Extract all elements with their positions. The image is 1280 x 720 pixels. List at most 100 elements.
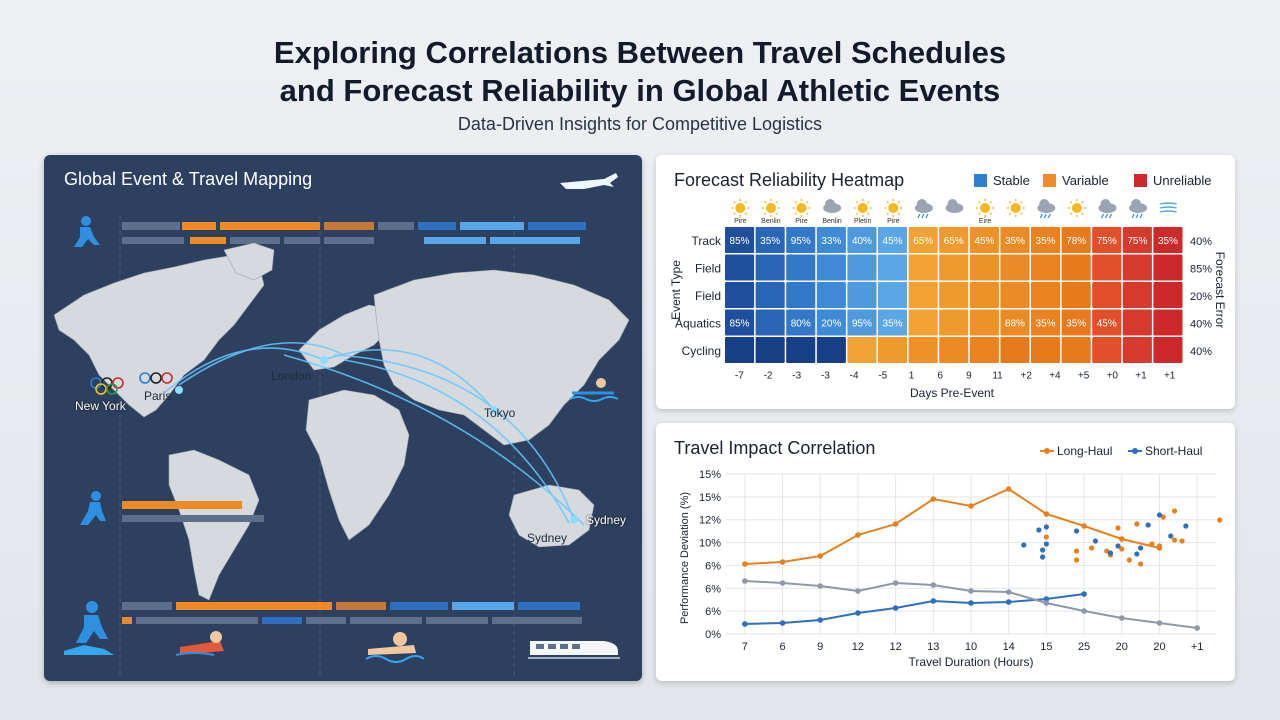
heatmap-x-tick: -4 [850, 371, 859, 382]
heatmap-cell [1061, 227, 1091, 253]
north-america [53, 254, 265, 418]
heatmap-cell [1122, 254, 1152, 281]
sun-disc [1071, 203, 1082, 213]
heatmap-cell-label: 45% [883, 236, 903, 247]
heatmap-card: 85% 35% 95% 33% 40% 45% 65% 65% 45% 35% 35% 78% 75% 7… [656, 155, 1235, 409]
heatmap-cell [847, 309, 877, 336]
heatmap-cell [786, 254, 816, 281]
scatter-point-short-haul [1183, 523, 1189, 529]
swimmer-icon [365, 632, 425, 663]
rain-drop [925, 213, 929, 219]
heatmap-cell [1092, 337, 1122, 363]
legend-label-stable: Stable [993, 173, 1030, 188]
series-point-baseline [817, 583, 824, 589]
rain-drop [1047, 213, 1051, 219]
sun-ray [989, 212, 992, 215]
series-point-baseline [1005, 589, 1012, 595]
scatter-point-short-haul [1092, 538, 1098, 544]
y-tick-label: 6% [705, 583, 721, 595]
sun-ray [744, 212, 748, 215]
heatmap-y-label: Event Type [669, 260, 683, 320]
heatmap-cell [1061, 282, 1091, 308]
title-line-1: Exploring Correlations Between Travel Sc… [273, 35, 1007, 70]
scatter-point-long-haul [1134, 521, 1140, 527]
world-map [53, 242, 630, 601]
y-axis-label: Performance Deviation (%) [679, 492, 691, 624]
y-tick-label: 6% [705, 560, 721, 572]
heatmap-cell [1000, 254, 1030, 281]
rain-drop [1043, 213, 1047, 219]
series-point-baseline [930, 582, 937, 588]
scatter-point-long-haul [1156, 543, 1163, 549]
y-tick-label: 12% [699, 515, 721, 527]
scatter-point-short-haul [1043, 541, 1049, 547]
scatter-point-short-haul [1040, 547, 1046, 553]
rain-icon [914, 199, 933, 219]
series-point-baseline [1081, 608, 1087, 614]
series-point-baseline [1194, 625, 1200, 631]
city-marker [570, 516, 578, 524]
heatmap-cell-label: 95% [791, 236, 811, 247]
sun-icon [976, 199, 995, 217]
sun-disc [857, 203, 868, 213]
arc-london-sydney [333, 354, 575, 521]
sun-disc [980, 203, 991, 213]
heatmap-cell [1061, 254, 1091, 281]
sun-icon [853, 199, 872, 217]
heatmap-x-label: Days Pre-Event [910, 386, 995, 400]
heatmap-cell [816, 309, 846, 336]
weather-label: Pire [887, 218, 900, 225]
heatmap-error-label: 40% [1190, 346, 1212, 358]
series-line-short-haul [744, 593, 1085, 625]
wind-line [1159, 202, 1177, 205]
legend-swatch-variable [1043, 174, 1056, 187]
heatmap-cell [755, 337, 785, 363]
series-point-baseline [779, 580, 786, 586]
weather-label: Pire [795, 218, 808, 225]
heatmap-cell [1153, 309, 1183, 336]
sun-ray [744, 201, 748, 204]
series-line-long-haul [744, 487, 1160, 565]
sun-disc [765, 203, 776, 213]
heatmap-cell [786, 309, 816, 336]
heatmap-cell [939, 309, 969, 336]
city-label-tokyo: Tokyo [484, 406, 516, 420]
city-label-sydney: Sydney [586, 513, 627, 527]
sun-ray [1008, 212, 1012, 215]
page-subtitle: Data-Driven Insights for Competitive Log… [457, 114, 823, 134]
greenland [223, 242, 275, 281]
scatter-point-short-haul [1036, 527, 1042, 533]
heatmap-cell-label: 75% [1097, 236, 1117, 247]
scatter-point-short-haul [1107, 550, 1114, 556]
arc-paris-sydney [343, 359, 570, 524]
heatmap-cell-label: 35% [1158, 236, 1178, 247]
heatmap-cell-label: 45% [1097, 319, 1117, 330]
heatmap-row-label: Aquatics [675, 317, 721, 331]
sun-ray [733, 212, 736, 215]
plane-icon [560, 173, 618, 189]
x-tick-label: 13 [927, 641, 939, 653]
heatmap-cell [939, 337, 969, 363]
sun-disc [888, 203, 899, 213]
heatmap-cell-label: 40% [852, 236, 872, 247]
heatmap-x-tick: +1 [1164, 371, 1176, 382]
series-point-short-haul [1043, 596, 1050, 602]
scatter-point-short-haul [1134, 551, 1140, 557]
rain-drop [1139, 213, 1143, 219]
heatmap-cell-label: 95% [852, 319, 872, 330]
heatmap-cell-label: 45% [974, 236, 994, 247]
heatmap-cell [1000, 309, 1030, 336]
heatmap-x-tick: 1 [909, 371, 915, 382]
series-point-long-haul [1081, 523, 1087, 529]
scatter-point-short-haul [1043, 524, 1049, 530]
heatmap-cell-label: 35% [760, 236, 780, 247]
series-point-long-haul [968, 503, 974, 509]
city-label-paris: Paris [144, 389, 172, 403]
rain-drop [921, 213, 925, 219]
series-point-long-haul [1118, 536, 1125, 542]
scatter-point-short-haul [1073, 528, 1080, 534]
legend-stable: Stable [974, 173, 1030, 188]
scatter-point-long-haul [1171, 537, 1178, 543]
heatmap-cell [786, 282, 816, 308]
sun-ray [867, 201, 870, 204]
